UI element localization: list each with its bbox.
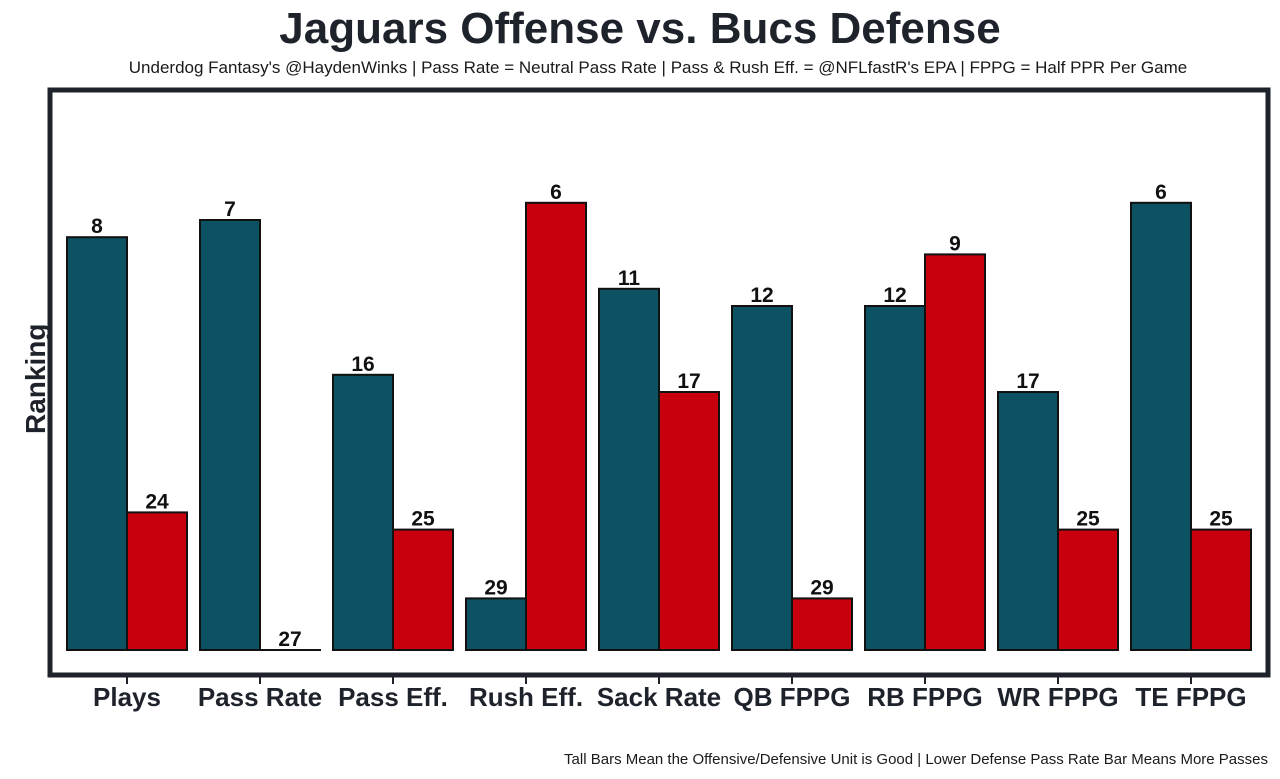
bar-value-label: 29 [810, 576, 833, 599]
bar-value-label: 12 [883, 284, 906, 307]
x-tick-label: Sack Rate [597, 682, 721, 712]
bar-value-label: 24 [145, 490, 169, 513]
bar-defense [525, 201, 587, 652]
bar-defense [791, 597, 853, 652]
x-tick-label: RB FPPG [867, 682, 983, 712]
x-tick-label: WR FPPG [997, 682, 1118, 712]
bar-defense [1190, 528, 1252, 651]
bar-offense [465, 597, 527, 652]
bar-value-label: 8 [91, 215, 103, 238]
plot-frame [47, 87, 1271, 678]
bar-value-label: 6 [550, 181, 562, 204]
bar-offense [731, 305, 793, 651]
chart-subtitle: Underdog Fantasy's @HaydenWinks | Pass R… [128, 58, 1188, 77]
bar-value-label: 12 [750, 284, 773, 307]
chart-caption: Tall Bars Mean the Offensive/Defensive U… [564, 751, 1268, 768]
x-tick-label: Plays [93, 682, 161, 712]
bar-value-label: 25 [1076, 508, 1100, 531]
bar-value-label: 17 [1016, 370, 1039, 393]
bar-value-label: 11 [618, 267, 641, 290]
chart-title: Jaguars Offense vs. Bucs Defense [279, 4, 1001, 53]
bar-value-label: 7 [224, 198, 236, 221]
bar-value-label: 29 [484, 576, 507, 599]
x-tick-label: TE FPPG [1135, 682, 1246, 712]
x-tick-label: Rush Eff. [469, 682, 583, 712]
bar-offense [199, 219, 261, 651]
bar-defense [658, 391, 720, 651]
bar-defense [126, 511, 188, 652]
bar-offense [997, 391, 1059, 651]
bar-offense [598, 287, 660, 651]
bar-defense [392, 528, 454, 651]
x-tick-label: QB FPPG [733, 682, 850, 712]
bar-defense [924, 253, 986, 651]
bar-value-label: 16 [351, 353, 374, 376]
bar-offense [864, 305, 926, 651]
bar-value-label: 17 [677, 370, 700, 393]
bar-offense [66, 236, 128, 651]
bar-offense [332, 373, 394, 651]
bar-value-label: 25 [1209, 508, 1233, 531]
x-tick-label: Pass Rate [198, 682, 322, 712]
bar-offense [1130, 201, 1192, 652]
x-tick-label: Pass Eff. [338, 682, 448, 712]
bar-value-label: 6 [1155, 181, 1167, 204]
bar-value-label: 27 [278, 628, 301, 651]
bar-defense [1057, 528, 1119, 651]
bar-value-label: 25 [411, 508, 435, 531]
bar-value-label: 9 [949, 232, 961, 255]
